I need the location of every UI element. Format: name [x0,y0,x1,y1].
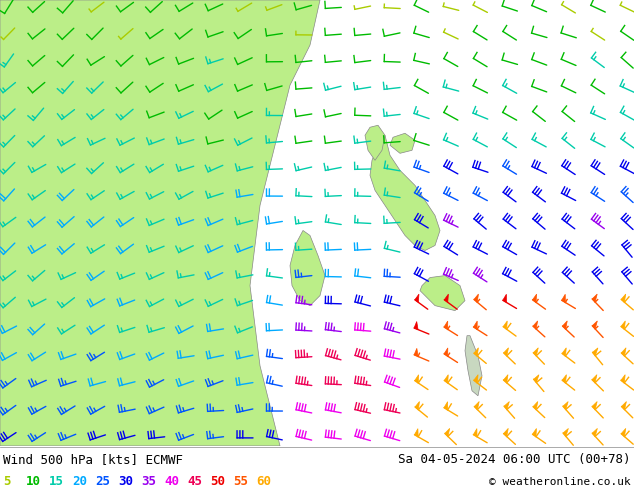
Polygon shape [474,429,477,437]
Polygon shape [592,375,597,383]
Polygon shape [390,133,415,153]
Polygon shape [444,321,448,329]
Polygon shape [0,0,320,446]
Text: Wind 500 hPa [kts] ECMWF: Wind 500 hPa [kts] ECMWF [3,453,183,466]
Polygon shape [593,348,598,356]
Polygon shape [415,294,419,302]
Polygon shape [503,294,507,302]
Polygon shape [592,294,597,302]
Polygon shape [621,321,625,329]
Polygon shape [621,375,625,383]
Polygon shape [420,275,465,311]
Text: 10: 10 [26,475,41,489]
Text: 55: 55 [233,475,248,489]
Polygon shape [533,294,536,302]
Text: 60: 60 [256,475,271,489]
Polygon shape [534,375,539,383]
Polygon shape [592,321,597,329]
Polygon shape [621,348,626,356]
Polygon shape [504,402,509,410]
Polygon shape [444,348,448,356]
Text: 20: 20 [72,475,87,489]
Polygon shape [592,401,597,410]
Polygon shape [533,321,538,329]
Polygon shape [444,375,448,383]
Polygon shape [533,348,538,356]
Polygon shape [621,294,626,302]
Text: 30: 30 [118,475,133,489]
Text: 50: 50 [210,475,225,489]
Text: 25: 25 [95,475,110,489]
Polygon shape [503,428,508,437]
Polygon shape [474,321,477,329]
Polygon shape [365,125,385,160]
Polygon shape [444,294,448,302]
Polygon shape [414,321,418,330]
Polygon shape [562,375,566,383]
Text: 45: 45 [187,475,202,489]
Polygon shape [414,348,418,356]
Polygon shape [533,428,536,437]
Polygon shape [465,336,482,396]
Text: Sa 04-05-2024 06:00 UTC (00+78): Sa 04-05-2024 06:00 UTC (00+78) [399,453,631,466]
Polygon shape [533,401,538,410]
Polygon shape [562,348,566,356]
Polygon shape [503,321,507,329]
Polygon shape [290,230,325,306]
Polygon shape [503,375,508,383]
Polygon shape [592,428,597,437]
Polygon shape [563,428,569,436]
Text: 35: 35 [141,475,156,489]
Polygon shape [562,294,566,302]
Polygon shape [503,348,508,356]
Polygon shape [563,402,568,410]
Polygon shape [415,429,418,437]
Polygon shape [562,321,567,329]
Polygon shape [370,135,440,250]
Text: 15: 15 [49,475,64,489]
Polygon shape [474,401,479,410]
Polygon shape [415,401,420,410]
Polygon shape [415,375,418,383]
Polygon shape [445,428,450,437]
Polygon shape [621,428,626,437]
Polygon shape [474,348,479,356]
Polygon shape [474,375,478,383]
Polygon shape [444,402,448,410]
Text: 5: 5 [3,475,11,489]
Polygon shape [474,294,479,302]
Text: © weatheronline.co.uk: © weatheronline.co.uk [489,477,631,487]
Text: 40: 40 [164,475,179,489]
Polygon shape [621,401,626,410]
